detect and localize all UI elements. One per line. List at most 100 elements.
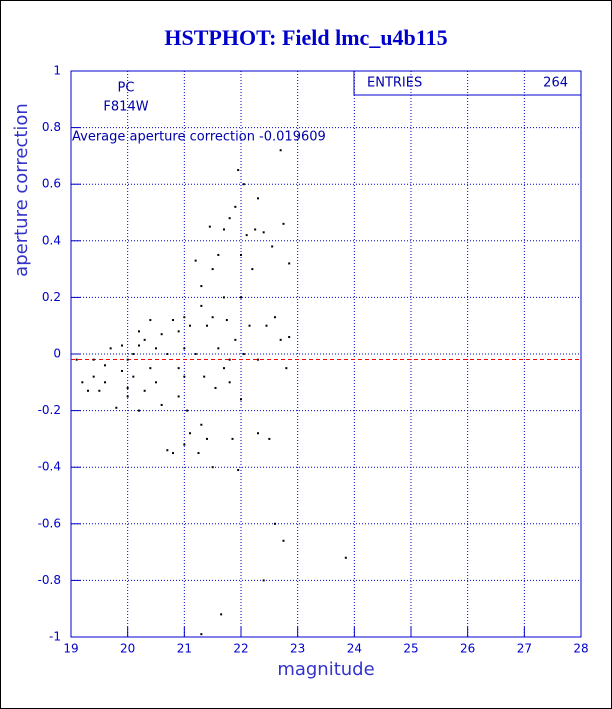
point [254,228,257,231]
point [75,358,78,361]
y-tick-label: -1 [49,630,61,644]
point [288,336,291,339]
point [200,633,203,636]
point [262,231,265,234]
point [271,245,274,248]
point [197,452,200,455]
point [268,437,271,440]
stats-value: 264 [543,76,568,91]
point [200,423,203,426]
point [87,389,89,392]
point [223,228,225,231]
point [274,316,276,319]
point [177,330,180,333]
point [200,304,203,307]
point [220,613,223,616]
point [160,403,163,406]
annotation: F814W [103,100,148,115]
point [217,347,220,350]
point [149,367,152,370]
point [138,409,140,412]
chart-title: HSTPHOT: Field lmc_u4b115 [164,25,447,50]
x-tick-label: 24 [347,642,362,656]
point [172,319,174,322]
x-tick-label: 22 [233,642,248,656]
point [223,367,225,370]
point [344,556,347,559]
point [126,386,129,389]
point [172,452,174,455]
y-axis-label: aperture correction [11,103,32,277]
point [109,347,112,350]
point [231,437,234,440]
point [248,324,251,327]
point [288,262,291,265]
stats-label: ENTRIES [367,76,422,91]
point [183,375,186,378]
point [183,316,186,319]
point [126,358,129,361]
point [262,579,265,582]
y-tick-label: 0.6 [42,177,61,191]
point [257,358,259,361]
point [223,296,225,299]
point [186,409,189,412]
point [228,217,231,220]
y-tick-label: 0.2 [42,290,61,304]
point [282,539,285,542]
y-tick-label: -0.2 [38,403,61,417]
y-tick-label: -0.8 [38,573,61,587]
point [257,197,259,200]
point [183,347,186,350]
x-tick-label: 19 [63,642,78,656]
point [208,225,211,228]
point [138,330,140,333]
point [166,449,169,452]
point [285,367,288,370]
point [183,443,186,446]
point [104,381,106,384]
point [279,338,282,341]
point [155,347,157,350]
point [166,353,169,355]
point [237,469,240,472]
y-tick-label: 0 [53,347,61,361]
y-tick-label: 0.8 [42,120,61,134]
point [138,344,140,347]
x-tick-label: 25 [403,642,418,656]
point [92,358,95,361]
point [189,324,191,327]
x-tick-label: 27 [517,642,532,656]
point [217,253,220,256]
point [81,381,84,384]
x-tick-label: 28 [573,642,588,656]
point [132,353,135,355]
point [240,253,242,256]
point [228,358,231,361]
point [234,205,237,208]
point [143,389,146,392]
point [194,259,197,262]
point [245,234,248,237]
x-tick-label: 23 [290,642,305,656]
x-tick-label: 21 [177,642,192,656]
point [206,324,208,327]
x-axis-label: magnitude [277,659,374,680]
point [149,319,152,322]
point [104,364,106,367]
point [92,375,95,378]
point [189,432,191,435]
y-tick-label: 1 [53,64,61,78]
point [237,169,240,172]
point [211,316,214,319]
plot-frame [70,70,582,638]
point [240,296,242,299]
y-tick-label: 0.4 [42,233,61,247]
point [242,183,245,186]
point [121,369,123,372]
x-tick-label: 20 [120,642,135,656]
point [279,149,282,152]
point [121,344,123,347]
point [265,324,268,327]
